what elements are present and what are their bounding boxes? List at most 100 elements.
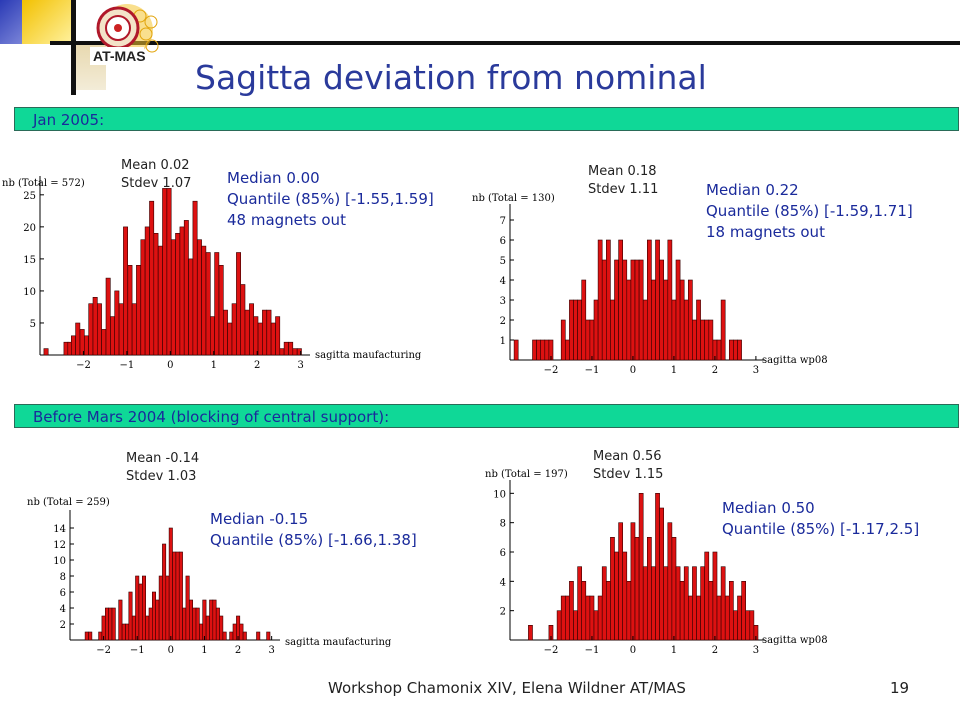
- histogram-bar: [737, 595, 742, 641]
- histogram-bar: [71, 335, 76, 356]
- chart1-quantile: Quantile (85%) [-1.55,1.59]: [227, 190, 434, 208]
- histogram-bar: [270, 322, 276, 356]
- histogram-bar: [182, 607, 187, 641]
- histogram-bar: [606, 239, 611, 361]
- x-tick-label: −2: [76, 360, 91, 371]
- x-tick-label: 0: [630, 365, 636, 376]
- histogram-bar: [704, 551, 710, 641]
- chart1-stdev: Stdev 1.07: [121, 176, 192, 191]
- histogram-bar: [708, 581, 714, 641]
- chart3-info: Median -0.15 Quantile (85%) [-1.66,1.38]: [210, 509, 417, 551]
- histogram-bar: [183, 220, 189, 356]
- histogram-bar: [601, 566, 607, 641]
- histogram-bar: [239, 623, 244, 641]
- y-tick-label: 10: [23, 287, 36, 298]
- chart4-median: Median 0.50: [722, 499, 815, 517]
- histogram-bar: [75, 322, 81, 356]
- histogram-bar: [577, 299, 582, 361]
- histogram-bar: [667, 522, 673, 641]
- histogram-bar: [638, 492, 644, 641]
- histogram-bar: [536, 339, 541, 361]
- histogram-bar: [43, 348, 49, 356]
- histogram-bar: [179, 226, 185, 356]
- y-tick-label: 4: [500, 276, 506, 287]
- histogram-bar: [149, 200, 155, 356]
- histogram-bar: [565, 339, 570, 361]
- histogram-bar: [121, 623, 126, 641]
- histogram-bar: [663, 566, 669, 641]
- y-tick-label: 10: [493, 489, 506, 500]
- histogram-bar: [745, 610, 751, 641]
- histogram-bar: [219, 615, 224, 641]
- histogram-bar: [123, 226, 129, 356]
- x-tick-label: 3: [753, 645, 759, 656]
- page-title: Sagitta deviation from nominal: [195, 58, 707, 97]
- histogram-bar: [634, 537, 640, 641]
- histogram-bar: [229, 631, 234, 641]
- histogram-bar: [155, 599, 160, 641]
- histogram-bar: [700, 319, 706, 361]
- histogram-bar: [614, 551, 619, 641]
- histogram-bar: [288, 341, 294, 356]
- chart2-stats: Mean 0.18 Stdev 1.11: [588, 163, 658, 199]
- histogram-bar: [556, 610, 562, 641]
- chart1-median: Median 0.00: [227, 169, 320, 187]
- histogram-bar: [140, 239, 146, 356]
- histogram-bar: [610, 537, 615, 641]
- histogram-bar: [84, 335, 89, 356]
- histogram-bar: [88, 303, 94, 356]
- histogram-bar: [128, 591, 133, 641]
- histogram-bar: [188, 258, 194, 356]
- x-axis-label: sagitta wp08: [762, 355, 828, 366]
- histogram-bar: [565, 595, 570, 641]
- histogram-bar: [199, 623, 204, 641]
- histogram-bar: [696, 595, 701, 641]
- histogram-bar: [647, 239, 652, 361]
- histogram-bar: [98, 631, 103, 641]
- histogram-bar: [630, 522, 636, 641]
- histogram-bar: [275, 316, 281, 356]
- histogram-bar: [593, 299, 599, 361]
- y-tick-label: 10: [53, 556, 66, 567]
- histogram-bar: [663, 279, 669, 361]
- histogram-bar: [688, 279, 693, 361]
- histogram-bar: [114, 290, 120, 356]
- histogram-bar: [749, 610, 755, 641]
- histogram-bar: [614, 259, 619, 361]
- histogram-bar: [185, 575, 190, 641]
- histogram-bar: [712, 551, 718, 641]
- y-tick-label: 15: [23, 255, 36, 266]
- histogram-bar: [215, 607, 220, 641]
- decor-square-gold: [22, 0, 72, 44]
- x-tick-label: 0: [630, 645, 636, 656]
- histogram-bar: [708, 319, 714, 361]
- chart2-stdev: Stdev 1.11: [588, 182, 659, 197]
- histogram-bar: [728, 581, 734, 641]
- x-tick-label: −2: [544, 645, 559, 656]
- histogram-bar: [716, 595, 722, 641]
- histogram-bar: [97, 303, 102, 356]
- y-tick-label: 5: [500, 256, 506, 267]
- histogram-bar: [540, 339, 546, 361]
- histogram-bar: [642, 566, 648, 641]
- histogram-chart-1: −2 −1 0 1 2 3 5 10 15 20 25 nb (Total = 572) sagitta…: [2, 176, 422, 371]
- histogram-bar: [197, 239, 202, 356]
- histogram-bar: [292, 348, 298, 356]
- histogram-bar: [688, 595, 693, 641]
- y-tick-label: 1: [500, 336, 506, 347]
- histogram-bar: [601, 259, 607, 361]
- histogram-bar: [560, 319, 566, 361]
- histogram-bar: [573, 610, 578, 641]
- histogram-bar: [733, 610, 738, 641]
- chart2-mean: Mean 0.18: [588, 164, 657, 179]
- histogram-bar: [118, 599, 123, 641]
- histogram-bar: [585, 595, 591, 641]
- y-axis-label: nb (Total = 197): [485, 469, 568, 480]
- histogram-bar: [618, 239, 624, 361]
- histogram-bar: [88, 631, 93, 641]
- chart2-out-count: 18 magnets out: [706, 223, 825, 241]
- histogram-bar: [737, 339, 742, 361]
- section-label: Jan 2005:: [33, 111, 105, 129]
- histogram-bar: [671, 537, 677, 641]
- histogram-bar: [577, 566, 582, 641]
